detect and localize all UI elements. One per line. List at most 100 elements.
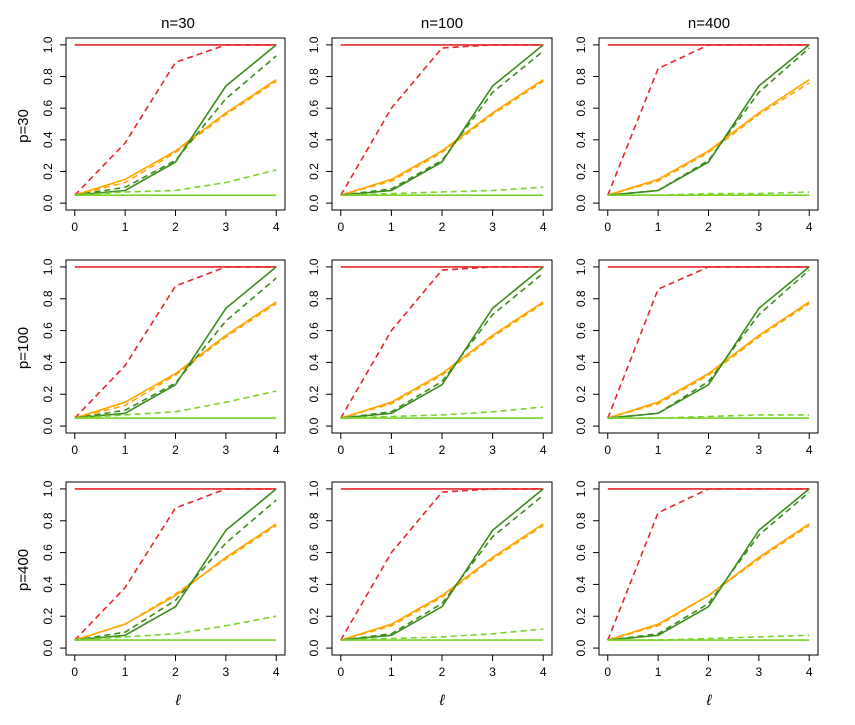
- y-tick-label: 0.4: [307, 131, 321, 148]
- x-axis-label-col2: ℓ: [439, 692, 446, 709]
- series-line-darkgreen-dashed: [74, 55, 277, 196]
- series-line-red-dashed: [607, 488, 810, 641]
- series-line-orange-solid: [340, 301, 544, 419]
- y-tick-label: 0.2: [307, 163, 321, 180]
- series-line-red-dashed: [74, 488, 277, 641]
- x-tick-label: 0: [604, 443, 611, 457]
- x-tick-label: 2: [172, 220, 179, 234]
- x-tick-label: 0: [604, 220, 611, 234]
- y-tick-label: 0.4: [41, 131, 55, 148]
- x-tick-label: 0: [337, 220, 344, 234]
- y-tick-label: 1.0: [41, 258, 55, 275]
- y-tick-label: 0.2: [41, 163, 55, 180]
- y-tick-label: 0.4: [41, 354, 55, 371]
- x-tick-label: 2: [172, 665, 179, 679]
- y-tick-label: 0.2: [574, 608, 588, 625]
- series-line-darkgreen-dashed: [607, 269, 810, 419]
- x-tick-label: 3: [489, 443, 496, 457]
- y-tick-label: 0.4: [307, 354, 321, 371]
- series-line-darkgreen-dashed: [340, 50, 544, 196]
- y-tick-label: 1.0: [574, 36, 588, 53]
- y-tick-label: 0.0: [307, 417, 321, 434]
- panel-3-2: 0 1 2 3 4 0.0 0.2 0.4 0.6 0.8 1.0: [307, 480, 553, 679]
- x-tick-label: 4: [540, 220, 547, 234]
- x-tick-label: 2: [439, 443, 446, 457]
- x-tick-label: 3: [756, 443, 763, 457]
- y-tick-label: 0.8: [574, 512, 588, 529]
- y-tick-label: 0.0: [41, 639, 55, 656]
- y-tick-label: 0.6: [307, 100, 321, 117]
- series-line-red-dashed: [340, 44, 544, 196]
- y-tick-label: 0.0: [307, 194, 321, 211]
- x-axis-label-col1: ℓ: [175, 692, 182, 709]
- y-tick-label: 0.8: [307, 68, 321, 85]
- series-line-red-dashed: [340, 266, 544, 419]
- x-tick-label: 2: [439, 220, 446, 234]
- column-header-n30: n=30: [161, 15, 195, 32]
- y-tick-label: 1.0: [574, 258, 588, 275]
- column-header-n100: n=100: [421, 15, 463, 32]
- series-line-lightgreen-dashed: [607, 634, 810, 641]
- series-line-lightgreen-dashed: [340, 186, 544, 196]
- x-tick-label: 0: [337, 665, 344, 679]
- series-line-orange-solid: [607, 523, 810, 641]
- series-line-orange-solid: [607, 301, 810, 419]
- y-tick-label: 0.6: [41, 322, 55, 339]
- y-tick-label: 0.6: [574, 322, 588, 339]
- y-tick-label: 1.0: [307, 36, 321, 53]
- series-line-lightgreen-dashed: [340, 406, 544, 419]
- x-tick-label: 3: [489, 665, 496, 679]
- x-tick-label: 0: [337, 443, 344, 457]
- y-tick-label: 0.6: [574, 544, 588, 561]
- panel-2-1: 0 1 2 3 4 0.0 0.2 0.4 0.6 0.8 1.0: [41, 258, 286, 457]
- series-line-red-dashed: [340, 488, 544, 641]
- series-line-darkgreen-solid: [607, 488, 810, 641]
- panel-1-2: 0 1 2 3 4 0.0 0.2 0.4 0.6 0.8 1.0: [307, 36, 553, 234]
- series-line-orange-dashed: [74, 302, 277, 419]
- x-tick-label: 1: [122, 220, 129, 234]
- x-tick-label: 2: [439, 665, 446, 679]
- x-tick-label: 3: [756, 220, 763, 234]
- series-line-lightgreen-dashed: [74, 615, 277, 641]
- x-tick-label: 4: [540, 665, 547, 679]
- x-tick-label: 4: [540, 443, 547, 457]
- series-line-darkgreen-dashed: [607, 47, 810, 196]
- series-line-lightgreen-dashed: [607, 191, 810, 196]
- x-tick-label: 0: [71, 665, 78, 679]
- series-line-orange-dashed: [340, 524, 544, 641]
- y-tick-label: 0.4: [574, 354, 588, 371]
- y-tick-label: 0.4: [574, 131, 588, 148]
- x-tick-label: 1: [388, 443, 395, 457]
- series-line-darkgreen-solid: [74, 488, 277, 641]
- x-tick-label: 3: [223, 665, 230, 679]
- series-line-darkgreen-solid: [340, 44, 544, 196]
- x-tick-label: 1: [388, 665, 395, 679]
- y-tick-label: 0.6: [41, 544, 55, 561]
- y-tick-label: 0.2: [307, 608, 321, 625]
- y-tick-label: 1.0: [41, 480, 55, 497]
- series-line-darkgreen-solid: [74, 44, 277, 196]
- y-tick-label: 0.2: [41, 386, 55, 403]
- series-line-darkgreen-dashed: [340, 494, 544, 641]
- x-tick-label: 2: [705, 220, 712, 234]
- series-line-lightgreen-dashed: [74, 169, 277, 196]
- x-tick-label: 4: [273, 665, 280, 679]
- x-axis-label-col3: ℓ: [706, 692, 713, 709]
- panel-2-2: 0 1 2 3 4 0.0 0.2 0.4 0.6 0.8 1.0: [307, 258, 553, 457]
- x-tick-label: 0: [71, 220, 78, 234]
- series-line-lightgreen-dashed: [340, 628, 544, 641]
- x-tick-label: 3: [756, 665, 763, 679]
- y-tick-label: 0.0: [574, 194, 588, 211]
- series-line-orange-dashed: [607, 302, 810, 419]
- y-tick-label: 0.0: [41, 417, 55, 434]
- y-tick-label: 0.0: [41, 194, 55, 211]
- series-line-orange-dashed: [74, 80, 277, 196]
- y-tick-label: 0.8: [307, 290, 321, 307]
- y-tick-label: 0.4: [307, 576, 321, 593]
- series-line-darkgreen-dashed: [340, 272, 544, 419]
- series-line-darkgreen-solid: [74, 266, 277, 419]
- y-tick-label: 0.4: [574, 576, 588, 593]
- series-line-orange-solid: [340, 79, 544, 196]
- series-line-lightgreen-dashed: [607, 414, 810, 419]
